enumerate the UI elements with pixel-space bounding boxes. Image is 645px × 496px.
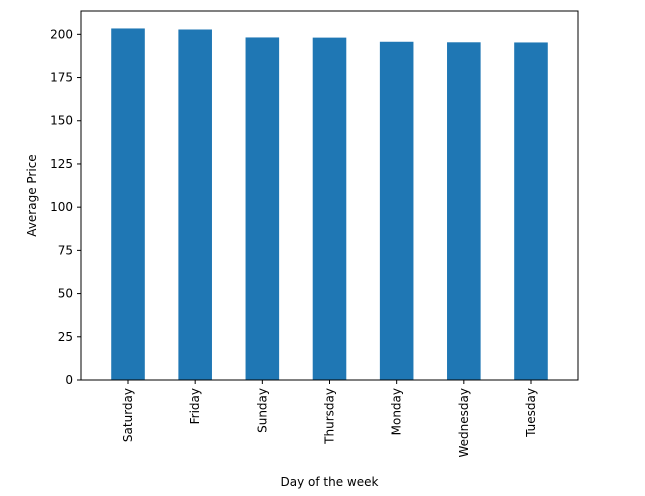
bar-thursday [312,37,347,380]
x-tick-label: Saturday [121,388,135,442]
x-tick-label: Tuesday [524,388,538,438]
y-tick-label: 200 [50,27,73,41]
x-axis-label: Day of the week [281,475,379,489]
x-axis: Saturday Friday Sunday Thursday Monday Wednes… [121,380,538,457]
x-tick-label: Thursday [323,388,337,445]
bar-tuesday [514,42,548,380]
y-tick-label: 125 [50,157,73,171]
x-tick-label: Friday [188,388,202,424]
y-axis: 0 25 50 75 100 125 150 175 200 [50,27,81,387]
x-tick-label: Sunday [255,388,269,433]
bar-saturday [111,28,145,380]
y-tick-label: 0 [65,373,73,387]
bars-group [111,28,548,381]
y-axis-label: Average Price [25,154,39,236]
bar-wednesday [447,42,481,381]
y-tick-label: 75 [58,243,73,257]
y-tick-label: 25 [58,330,73,344]
bar-sunday [245,37,280,380]
y-tick-label: 100 [50,200,73,214]
y-tick-label: 150 [50,114,73,128]
y-tick-label: 50 [58,287,73,301]
x-tick-label: Monday [390,388,404,435]
x-tick-label: Wednesday [457,388,471,457]
bar-friday [178,29,212,381]
y-tick-label: 175 [50,71,73,85]
bar-monday [379,41,414,380]
plot-frame [80,10,579,381]
